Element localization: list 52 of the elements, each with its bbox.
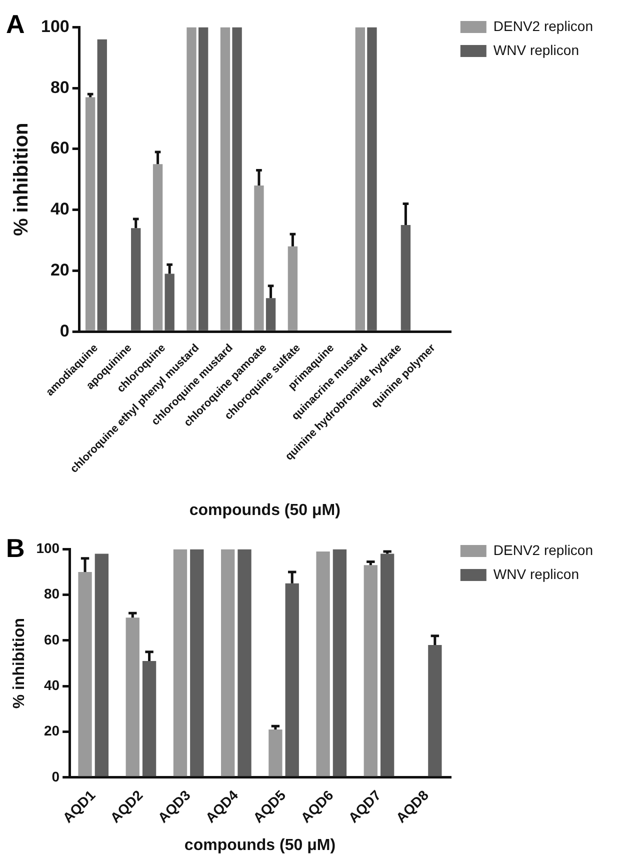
bar <box>186 27 196 330</box>
bar <box>288 246 298 330</box>
bar <box>428 645 442 776</box>
bar <box>221 549 235 776</box>
bar <box>254 185 264 330</box>
legend-label: DENV2 replicon <box>493 542 594 558</box>
y-tick-label: 80 <box>44 586 60 602</box>
chart-title: A <box>6 8 25 39</box>
bar <box>355 27 366 330</box>
y-tick-label: 60 <box>44 631 60 648</box>
bar <box>232 27 242 330</box>
bar <box>367 27 377 330</box>
bar <box>94 554 109 776</box>
bar <box>400 225 411 330</box>
y-tick-label: 100 <box>36 540 60 556</box>
bar <box>97 39 107 330</box>
y-tick-label: 40 <box>50 200 70 219</box>
legend-label: WNV replicon <box>493 566 579 582</box>
x-axis-title: compounds (50 μM) <box>189 502 340 519</box>
bar <box>332 549 347 776</box>
bar <box>78 572 92 776</box>
bar <box>173 549 188 776</box>
bar <box>190 549 204 776</box>
bar <box>126 618 140 776</box>
bar <box>142 661 156 776</box>
legend-label: WNV replicon <box>493 42 579 58</box>
x-axis-title: compounds (50 μM) <box>184 836 336 854</box>
y-tick-label: 0 <box>52 768 60 784</box>
bar <box>316 551 330 776</box>
y-tick-label: 20 <box>44 722 60 739</box>
y-tick-label: 0 <box>60 321 70 340</box>
bar <box>131 228 141 330</box>
bar <box>238 549 252 776</box>
bar <box>198 27 208 330</box>
legend-label: DENV2 replicon <box>493 18 594 34</box>
y-tick-label: 40 <box>44 676 60 693</box>
bar <box>220 27 230 330</box>
bar <box>285 583 299 776</box>
bar <box>164 274 174 330</box>
bar <box>364 565 378 776</box>
y-tick-label: 60 <box>50 138 70 158</box>
bar <box>380 554 394 776</box>
bar <box>152 164 163 330</box>
chart-title: B <box>6 532 25 563</box>
y-tick-label: 80 <box>50 78 70 97</box>
bar <box>85 97 96 330</box>
y-axis-title: % inhibition <box>10 122 33 236</box>
bar <box>268 729 282 776</box>
y-tick-label: 100 <box>40 16 70 36</box>
y-tick-label: 20 <box>50 260 70 280</box>
bar <box>266 298 276 330</box>
y-axis-title: % inhibition <box>11 618 28 709</box>
